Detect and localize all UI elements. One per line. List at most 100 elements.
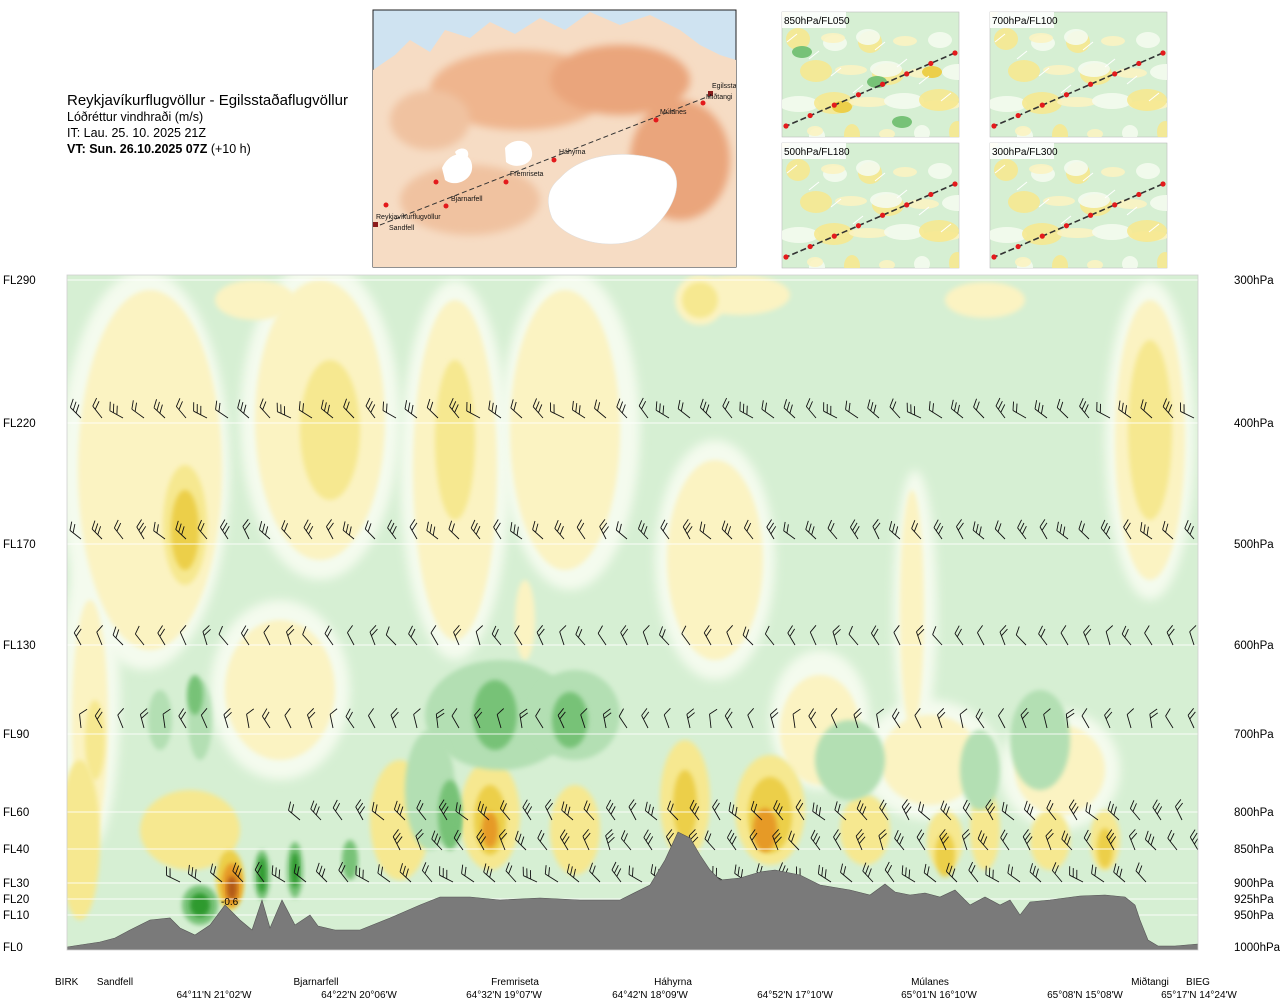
- wind-barb: [307, 708, 316, 729]
- wind-barb: [439, 866, 454, 883]
- wind-barb: [667, 800, 679, 821]
- wind-barb: [519, 708, 528, 729]
- wind-barb: [870, 625, 880, 646]
- wind-barb: [69, 398, 82, 419]
- wind-barb: [535, 708, 544, 729]
- wind-barb: [599, 519, 609, 540]
- wind-barb: [932, 626, 943, 646]
- pressure-level-label: 900hPa: [1234, 878, 1274, 890]
- wind-barb: [644, 801, 658, 821]
- wind-barb: [1069, 866, 1084, 883]
- downward-wave: [342, 840, 358, 880]
- wind-barb: [1096, 402, 1111, 419]
- wind-barb: [219, 519, 230, 540]
- axes: FL290 300hPa FL220 400hPa FL170 500hPa FL130 60…: [3, 275, 1280, 1001]
- wind-barb: [699, 398, 712, 419]
- wind-barb: [973, 398, 985, 419]
- waypoint-label: Fremriseta: [491, 977, 539, 988]
- wind-barb: [276, 402, 292, 419]
- wind-barb: [620, 830, 632, 851]
- wind-barb: [365, 397, 376, 419]
- wind-barb: [849, 519, 860, 540]
- wind-barb: [237, 399, 250, 419]
- wind-barb: [522, 866, 538, 883]
- initial-time: IT: Lau. 25. 10. 2025 21Z: [67, 126, 206, 140]
- level-panel-label: 850hPa/FL050: [784, 16, 850, 27]
- wind-barb: [408, 625, 418, 646]
- wind-barb: [136, 519, 147, 540]
- chart-header: Reykjavíkurflugvöllur - Egilsstaðaflugvö…: [67, 92, 367, 157]
- level-panel-label: 500hPa/FL180: [784, 147, 850, 158]
- wind-barb: [79, 708, 88, 729]
- wind-barb: [1065, 708, 1075, 729]
- wind-barb: [812, 802, 826, 821]
- wind-barb: [916, 625, 925, 646]
- wind-barb: [263, 625, 271, 646]
- wind-barb: [906, 402, 922, 419]
- wind-barb: [742, 626, 754, 646]
- wind-barb: [1167, 829, 1178, 851]
- wind-barb: [1046, 799, 1057, 821]
- wind-barb: [642, 625, 650, 646]
- wind-barb: [1100, 519, 1111, 540]
- wind-barb: [165, 866, 181, 883]
- wind-barb: [876, 708, 885, 729]
- wave-updraft: [1030, 810, 1070, 870]
- wind-barb: [466, 402, 481, 419]
- wind-barb: [956, 519, 964, 540]
- waypoint-label: Sandfell: [97, 977, 133, 988]
- wind-barb: [1023, 800, 1036, 821]
- wind-barb: [764, 625, 775, 646]
- wind-barb: [783, 521, 796, 540]
- wind-barb: [310, 800, 322, 821]
- wind-barb: [117, 708, 125, 729]
- level-panels: 850hPa/FL050 700hPa/FL100 500hPa/FL180 300h…: [781, 11, 1168, 269]
- downward-region-strong: [473, 680, 517, 750]
- flight-level-label: FL60: [3, 807, 29, 819]
- wind-barb: [387, 519, 397, 540]
- wind-barb: [56, 709, 68, 728]
- wind-barb: [977, 625, 985, 646]
- pressure-level-label: 700hPa: [1234, 729, 1274, 741]
- wind-barb: [878, 829, 887, 851]
- wind-barb: [561, 801, 574, 821]
- wind-barb: [409, 519, 418, 540]
- map-route-points: [373, 91, 713, 227]
- pressure-level-label: 400hPa: [1234, 418, 1274, 430]
- wind-barb: [259, 398, 271, 419]
- glacier-langjokull: [442, 154, 473, 184]
- wind-barb: [258, 521, 271, 540]
- coordinate-label: 65°08'N 15°08'W: [1047, 990, 1123, 1001]
- wind-barb: [761, 400, 775, 419]
- wind-barb: [916, 829, 926, 851]
- upward-region: [215, 280, 295, 320]
- downward-region: [815, 720, 885, 800]
- wind-barb: [928, 401, 943, 419]
- wind-barb: [1189, 625, 1197, 646]
- wind-barb: [178, 708, 187, 729]
- downward-core: [190, 893, 210, 917]
- wind-barb: [959, 708, 968, 729]
- wind-barb: [891, 708, 901, 729]
- wind-barb: [945, 862, 958, 883]
- wind-barb: [833, 829, 842, 851]
- wind-barb: [1000, 829, 1010, 851]
- wind-barb: [611, 861, 622, 883]
- wind-barb: [470, 519, 481, 540]
- coordinate-label: 65°01'N 16°10'W: [901, 990, 977, 1001]
- wind-barb: [45, 400, 65, 418]
- wave-updraft-core: [753, 808, 777, 852]
- wind-barb: [787, 625, 796, 646]
- wind-barb: [45, 255, 64, 272]
- coordinate-label: 64°42'N 18°09'W: [612, 990, 688, 1001]
- wind-barb: [788, 830, 800, 851]
- wind-barb: [709, 708, 718, 729]
- map-route-line: [379, 94, 713, 226]
- wind-barb: [451, 708, 460, 729]
- wind-barb: [918, 801, 931, 821]
- wind-barb: [426, 398, 439, 419]
- wind-barb: [371, 801, 385, 821]
- map-label-reykjavik: Reykjavíkurflugvöllur: [376, 214, 441, 221]
- wind-barb: [937, 708, 946, 729]
- wind-barb: [739, 401, 754, 419]
